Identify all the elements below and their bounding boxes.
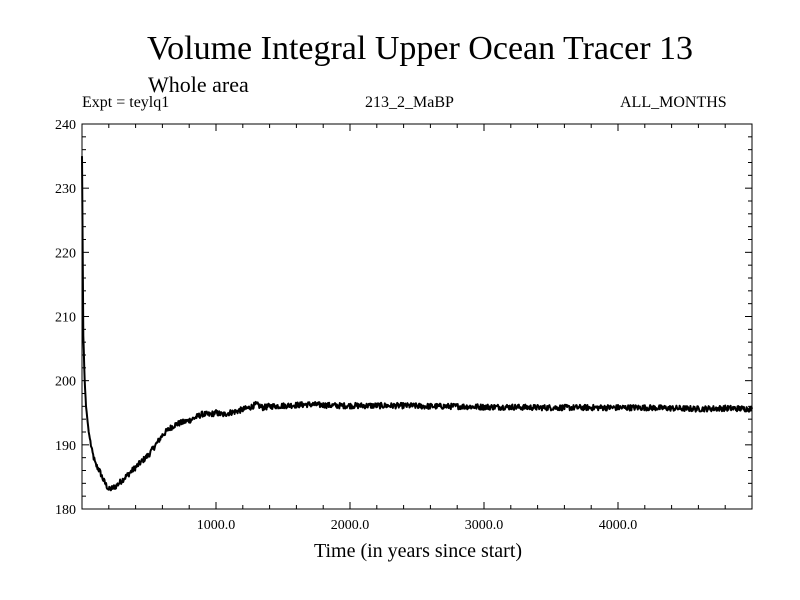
x-tick-label: 1000.0 (197, 518, 236, 533)
axis-ticks (82, 123, 752, 510)
plot-frame (81, 123, 753, 510)
y-tick-label: 210 (55, 311, 76, 326)
x-tick-label: 2000.0 (331, 518, 370, 533)
experiment-label: Expt = teylq1 (82, 94, 170, 111)
x-axis-label: Time (in years since start) (313, 540, 523, 562)
y-tick-label: 190 (55, 439, 76, 454)
run-label: 213_2_MaBP (365, 94, 454, 111)
axis-tick-labels: 1000.0 2000.0 3000.0 4000.0 180 190 200 210 220 2… (55, 118, 637, 533)
y-tick-label: 230 (55, 182, 76, 197)
y-tick-label: 220 (55, 246, 76, 261)
x-tick-label: 3000.0 (465, 518, 504, 533)
y-tick-label: 180 (55, 503, 76, 518)
chart-title: Volume Integral Upper Ocean Tracer 13 (146, 30, 694, 67)
y-tick-label: 200 (55, 375, 76, 390)
series-line (81, 156, 753, 492)
chart-subtitle: Whole area (148, 72, 249, 97)
y-tick-label: 240 (55, 118, 76, 133)
months-label: ALL_MONTHS (620, 94, 727, 111)
x-tick-label: 4000.0 (599, 518, 638, 533)
